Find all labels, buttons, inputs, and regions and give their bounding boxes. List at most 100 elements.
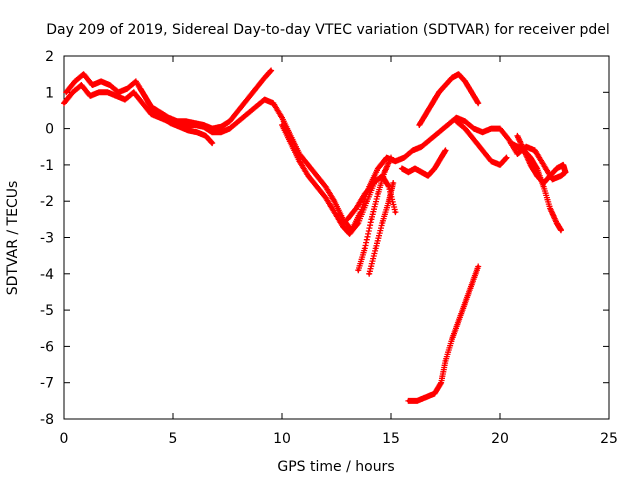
data-point <box>376 192 380 196</box>
data-point <box>413 166 417 171</box>
data-point <box>450 76 454 80</box>
series-track-3 <box>137 85 216 147</box>
data-point <box>140 101 145 105</box>
data-point <box>365 199 369 203</box>
data-point <box>437 130 441 134</box>
data-point <box>450 337 454 341</box>
data-point <box>509 141 513 145</box>
data-point <box>542 185 546 189</box>
data-point <box>555 221 559 225</box>
series-markers <box>61 82 569 234</box>
data-point <box>387 199 391 203</box>
data-point <box>542 181 546 185</box>
data-point <box>476 264 480 269</box>
data-point <box>393 159 397 163</box>
data-point <box>515 145 520 149</box>
data-point <box>472 137 476 142</box>
y-tick-label: -6 <box>40 339 54 355</box>
data-point <box>347 232 352 236</box>
y-tick-label: 0 <box>45 122 54 138</box>
data-point <box>280 123 284 127</box>
y-tick-label: -4 <box>40 267 54 283</box>
data-point <box>433 166 437 171</box>
series-track-6 <box>355 154 394 274</box>
data-point <box>376 166 380 171</box>
data-point <box>443 148 448 152</box>
data-point <box>210 127 214 131</box>
data-point <box>443 83 448 87</box>
data-point <box>456 319 461 323</box>
data-point <box>262 97 267 102</box>
data-point <box>563 170 568 174</box>
data-point <box>99 79 103 84</box>
y-axis-label: SDTVAR / TECUs <box>5 181 21 296</box>
data-point <box>528 163 533 167</box>
series-track-13 <box>405 263 482 404</box>
data-point <box>62 101 66 105</box>
x-tick-label: 0 <box>60 431 69 447</box>
data-point <box>332 210 336 214</box>
data-point <box>415 399 419 403</box>
data-point <box>145 97 149 102</box>
x-tick-label: 10 <box>273 431 291 447</box>
data-point <box>374 246 378 250</box>
data-point <box>443 359 448 363</box>
data-point <box>315 185 319 189</box>
data-point <box>210 141 214 145</box>
x-tick-label: 25 <box>600 431 618 447</box>
data-point <box>236 119 240 123</box>
y-axis: -8 -7 -6 -5 -4 -3 -2 -1 0 1 2 <box>40 49 609 428</box>
data-point <box>400 166 404 171</box>
data-point <box>262 76 267 80</box>
data-point <box>186 128 190 133</box>
y-tick-label: -8 <box>40 412 54 428</box>
data-point <box>297 152 302 156</box>
data-point <box>433 391 437 396</box>
data-point <box>371 181 376 185</box>
data-point <box>97 90 101 94</box>
series-markers <box>137 85 216 147</box>
data-point <box>489 127 493 131</box>
data-point <box>489 159 493 163</box>
y-tick-label: -1 <box>40 158 54 174</box>
data-point <box>341 225 345 229</box>
data-point <box>363 192 367 196</box>
data-point <box>123 97 127 102</box>
series-track-8 <box>398 147 449 179</box>
data-point <box>387 185 391 189</box>
series-markers <box>416 71 482 128</box>
data-point <box>160 116 164 120</box>
data-point <box>515 152 520 156</box>
data-point <box>175 119 179 123</box>
data-point <box>201 123 206 127</box>
data-point <box>367 272 371 276</box>
data-point <box>533 148 537 152</box>
data-point <box>515 134 520 138</box>
data-point <box>354 206 358 211</box>
data-point <box>426 174 430 178</box>
series-layer <box>61 67 569 404</box>
data-point <box>297 159 302 163</box>
data-point <box>134 79 138 84</box>
data-point <box>480 130 485 134</box>
data-point <box>424 395 428 399</box>
data-point <box>341 217 345 221</box>
data-point <box>470 90 474 94</box>
data-point <box>82 72 86 76</box>
data-point <box>419 170 424 174</box>
data-point <box>391 181 395 185</box>
data-point <box>463 79 467 84</box>
data-point <box>204 134 208 138</box>
data-point <box>369 217 373 221</box>
data-point <box>289 134 293 138</box>
data-point <box>345 217 349 221</box>
data-point <box>463 301 467 305</box>
data-point <box>195 130 199 134</box>
data-point <box>114 94 118 98</box>
data-point <box>498 163 502 167</box>
data-point <box>254 105 258 109</box>
y-tick-label: -2 <box>40 194 54 210</box>
data-point <box>356 221 360 225</box>
data-point <box>306 163 310 167</box>
data-point <box>132 90 136 94</box>
